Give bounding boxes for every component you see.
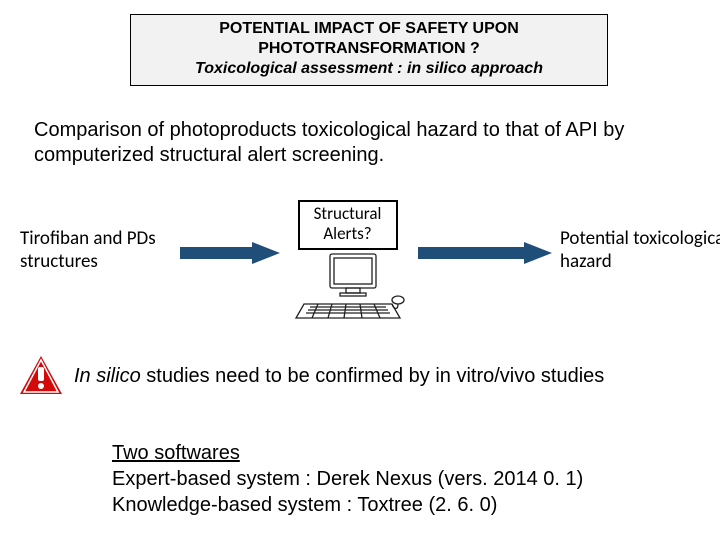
flow-mid: Structural Alerts? [285, 200, 410, 327]
warning-text-italic: In silico [74, 365, 141, 387]
arrow-icon [418, 242, 552, 264]
title-line2: Toxicological assessment : in silico app… [195, 60, 543, 77]
flow-left-label: Tirofiban and PDs structures [20, 228, 170, 274]
warning-text-rest: studies need to be confirmed by in vitro… [141, 365, 605, 387]
software-heading: Two softwares [112, 442, 240, 464]
flow-arrow-2 [418, 242, 552, 262]
description-text: Comparison of photoproducts toxicologica… [34, 118, 674, 168]
title-box: POTENTIAL IMPACT OF SAFETY UPON PHOTOTRA… [130, 14, 608, 86]
flow-right-label: Potential toxicological hazard [560, 228, 720, 274]
arrow-icon [180, 242, 280, 264]
computer-icon [288, 252, 408, 322]
structural-alerts-box: Structural Alerts? [298, 200, 398, 250]
flow-arrow-1 [180, 242, 280, 262]
warning-icon [18, 354, 64, 398]
software-block: Two softwares Expert-based system : Dere… [112, 440, 672, 518]
warning-row: In silico studies need to be confirmed b… [18, 354, 688, 398]
title-line1: POTENTIAL IMPACT OF SAFETY UPON PHOTOTRA… [219, 20, 519, 57]
software-line2: Knowledge-based system : Toxtree (2. 6. … [112, 494, 497, 516]
flow-diagram: Tirofiban and PDs structures Structural … [20, 200, 710, 320]
software-line1: Expert-based system : Derek Nexus (vers.… [112, 468, 583, 490]
warning-text: In silico studies need to be confirmed b… [74, 365, 604, 388]
